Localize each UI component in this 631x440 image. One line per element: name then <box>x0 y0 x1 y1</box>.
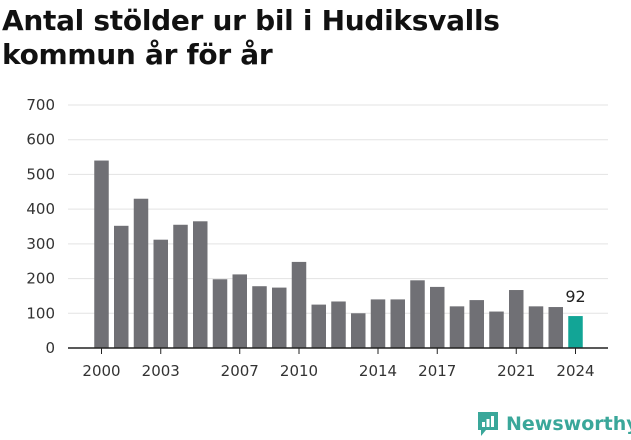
bar-2019 <box>469 300 484 348</box>
bar-2017 <box>430 286 445 348</box>
x-tick-label-2017: 2017 <box>418 362 456 380</box>
brand-logo: Newsworthy <box>476 408 631 440</box>
bar-2016 <box>410 280 425 348</box>
data-label-2024: 92 <box>565 287 585 306</box>
x-axis-tick-labels: 2000 2003 2007 2010 2014 2017 2021 2024 <box>82 362 594 380</box>
newsworthy-logo-icon <box>478 412 498 436</box>
x-tick-label-2000: 2000 <box>82 362 120 380</box>
x-tick-label-2021: 2021 <box>497 362 535 380</box>
bar-2004 <box>173 224 188 348</box>
bar-2021 <box>509 290 524 348</box>
bar-2010 <box>291 261 307 348</box>
y-tick-label-300: 300 <box>26 235 55 253</box>
bar-2018 <box>449 306 465 348</box>
x-tick-label-2024: 2024 <box>556 362 594 380</box>
bar-2015 <box>390 299 405 348</box>
y-tick-label-0: 0 <box>45 339 55 357</box>
x-tick-label-2010: 2010 <box>280 362 318 380</box>
y-tick-label-600: 600 <box>26 131 55 149</box>
bar-2011 <box>311 304 326 348</box>
bar-2002 <box>133 198 149 348</box>
bar-2012 <box>331 301 346 348</box>
x-tick-label-2007: 2007 <box>221 362 259 380</box>
bar-2023 <box>548 307 563 348</box>
gridlines <box>68 104 608 314</box>
brand-name: Newsworthy <box>506 413 631 435</box>
bar-2007 <box>232 274 247 348</box>
bar-2006 <box>212 279 228 348</box>
bar-2001 <box>114 225 129 348</box>
y-tick-label-500: 500 <box>26 165 55 183</box>
x-axis-ticks <box>101 348 576 354</box>
bars <box>94 160 583 348</box>
y-tick-label-400: 400 <box>26 200 55 218</box>
bar-2013 <box>351 313 366 348</box>
x-tick-label-2014: 2014 <box>359 362 397 380</box>
bar-2009 <box>272 287 287 348</box>
bar-2008 <box>252 286 267 348</box>
bar-2020 <box>489 311 504 348</box>
bar-2005 <box>193 221 208 348</box>
bar-2022 <box>528 306 544 348</box>
y-tick-label-100: 100 <box>26 304 55 322</box>
y-axis-tick-labels: 0 100 200 300 400 500 600 700 <box>26 96 55 357</box>
chart-title: Antal stölder ur bil i Hudiksvalls kommu… <box>2 4 500 71</box>
bar-2014 <box>370 299 386 348</box>
y-tick-label-700: 700 <box>26 96 55 114</box>
x-tick-label-2003: 2003 <box>142 362 180 380</box>
y-tick-label-200: 200 <box>26 270 55 288</box>
bar-2003 <box>153 239 168 348</box>
bar-2024 <box>568 316 583 348</box>
bar-2000 <box>94 160 109 348</box>
